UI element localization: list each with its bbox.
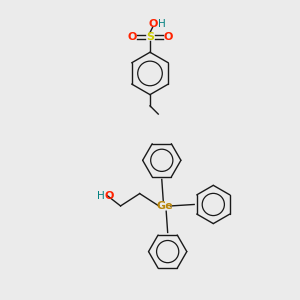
Text: H: H (158, 19, 166, 29)
Text: Ge: Ge (156, 201, 173, 211)
Text: O: O (148, 19, 158, 29)
Text: O: O (104, 190, 113, 201)
Text: S: S (146, 32, 154, 42)
Text: O: O (127, 32, 136, 42)
Text: O: O (164, 32, 173, 42)
Text: H: H (97, 190, 105, 201)
